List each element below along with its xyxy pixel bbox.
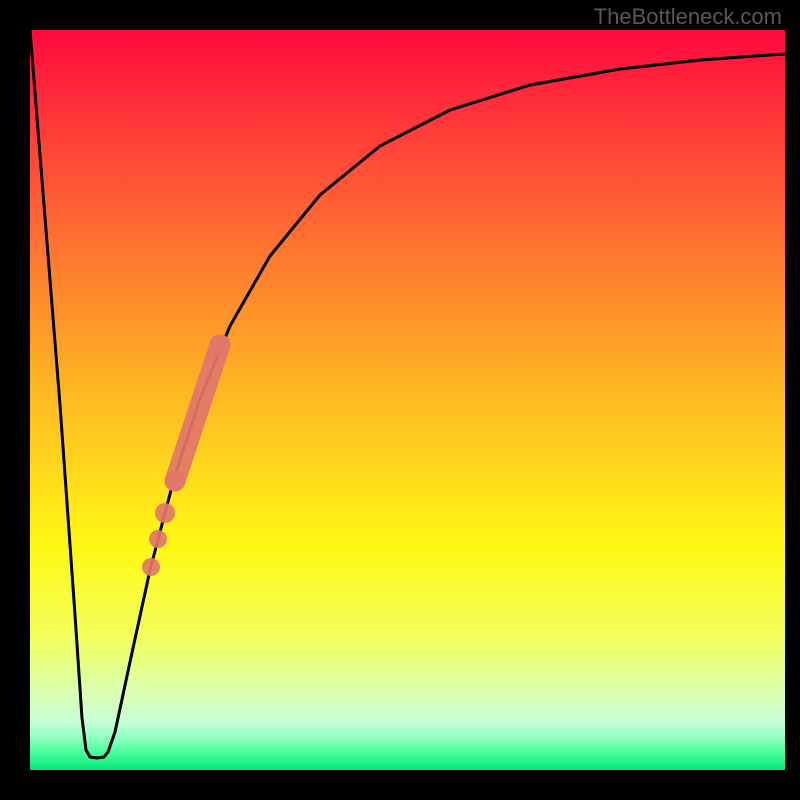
frame-bottom (0, 770, 800, 800)
frame-left (0, 0, 30, 800)
chart-background-gradient (30, 30, 785, 770)
frame-right (785, 0, 800, 800)
watermark-text: TheBottleneck.com (594, 4, 782, 30)
chart-container: TheBottleneck.com (0, 0, 800, 800)
